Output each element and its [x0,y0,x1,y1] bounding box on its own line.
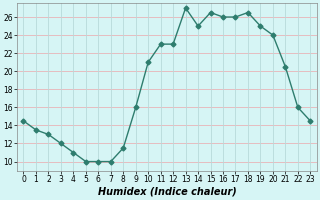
X-axis label: Humidex (Indice chaleur): Humidex (Indice chaleur) [98,187,236,197]
